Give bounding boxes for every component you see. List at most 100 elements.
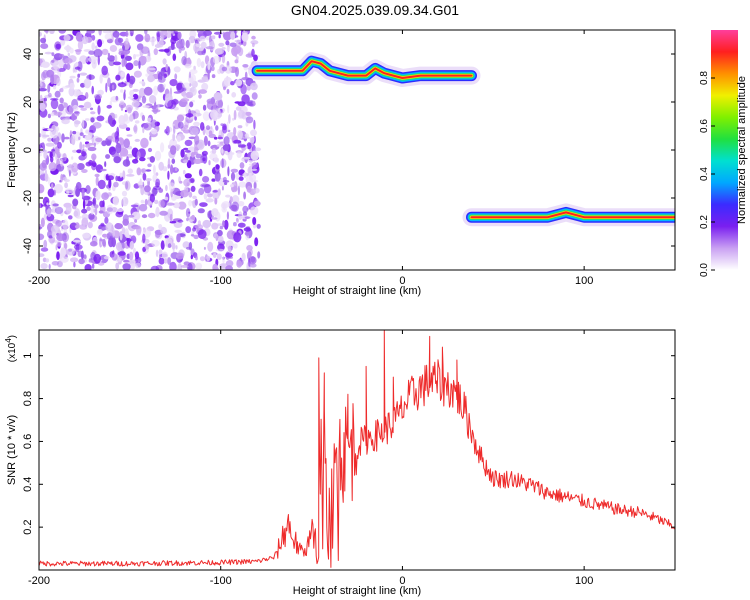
colorbar-label: Normalized spectral amplitude [736, 76, 748, 224]
noise-blob [58, 53, 65, 58]
noise-blob [236, 260, 243, 268]
noise-blob [72, 149, 78, 153]
snr-line [39, 330, 675, 568]
noise-blob [171, 242, 176, 250]
noise-blob [90, 240, 98, 247]
noise-blob [102, 238, 106, 247]
noise-blob [139, 157, 146, 162]
noise-blob [67, 194, 74, 198]
snr-series [39, 330, 675, 568]
noise-blob [61, 86, 69, 89]
noise-blob [237, 201, 245, 207]
noise-blob [217, 48, 224, 55]
noise-blob [185, 226, 192, 234]
noise-blob [50, 74, 55, 85]
noise-blob [229, 196, 233, 203]
noise-blob [140, 137, 149, 149]
noise-blob [141, 114, 145, 122]
noise-blob [221, 148, 224, 154]
noise-blob [91, 263, 95, 269]
noise-blob [219, 225, 224, 230]
noise-blob [136, 151, 141, 159]
noise-blob [149, 135, 152, 141]
noise-blob [154, 44, 161, 48]
noise-blob [213, 136, 218, 140]
colorbar-ticks: 0.0 0.2 0.4 0.6 0.8 [699, 71, 715, 277]
noise-blob [114, 54, 118, 63]
noise-blob [113, 156, 121, 164]
noise-blob [167, 170, 170, 180]
noise-blob [117, 251, 126, 256]
noise-blob [238, 211, 243, 220]
noise-blob [53, 84, 57, 90]
noise-blob [242, 64, 249, 68]
noise-blob [132, 226, 141, 230]
noise-blob [65, 105, 74, 115]
noise-blob [107, 135, 113, 140]
noise-blob [52, 61, 62, 71]
y-tick-label: 0.4 [22, 477, 34, 492]
noise-blob [49, 151, 53, 159]
noise-blob [180, 98, 190, 102]
noise-blob [147, 74, 155, 83]
noise-blob [140, 199, 145, 204]
noise-blob [160, 30, 168, 39]
noise-blob [55, 43, 61, 50]
y-tick-label: 1 [22, 353, 34, 359]
noise-blob [163, 258, 168, 264]
noise-blob [173, 125, 176, 135]
noise-blob [217, 229, 223, 237]
noise-blob [250, 168, 258, 171]
noise-blob [138, 60, 141, 69]
noise-blob [191, 127, 199, 136]
noise-blob [222, 125, 228, 134]
noise-blob [101, 48, 109, 56]
noise-blob [202, 111, 210, 121]
noise-blob [173, 221, 183, 228]
noise-blob [56, 77, 61, 87]
noise-blob [214, 197, 218, 205]
noise-blob [50, 97, 59, 101]
noise-blob [225, 252, 234, 258]
noise-blob [115, 95, 119, 101]
noise-blob [212, 190, 218, 193]
x-tick-label: 0 [399, 275, 405, 287]
noise-blob [209, 41, 215, 51]
noise-blob [203, 193, 208, 200]
noise-blob [83, 101, 92, 109]
noise-blob [222, 180, 230, 183]
noise-blob [141, 79, 144, 82]
noise-blob [147, 163, 152, 168]
noise-blob [250, 150, 259, 161]
x-tick-label: 100 [575, 575, 593, 587]
noise-blob [145, 169, 152, 172]
noise-blob [227, 245, 233, 252]
noise-blob [91, 160, 97, 171]
noise-blob [88, 129, 94, 133]
y-tick-label: -20 [22, 190, 34, 206]
noise-blob [95, 137, 103, 143]
noise-blob [142, 56, 147, 65]
noise-blob [82, 232, 91, 239]
noise-blob [189, 76, 194, 84]
noise-blob [194, 135, 200, 145]
noise-blob [75, 49, 81, 55]
noise-blob [108, 237, 114, 248]
noise-blob [183, 94, 187, 99]
noise-blob [55, 244, 58, 251]
noise-blob [52, 203, 59, 207]
x-tick-label: 0 [399, 575, 405, 587]
noise-blob [232, 117, 235, 121]
noise-blob [84, 134, 92, 141]
noise-blob [47, 137, 52, 142]
noise-blob [43, 97, 48, 102]
noise-blob [81, 169, 88, 173]
noise-blob [93, 48, 103, 58]
noise-blob [48, 235, 53, 239]
noise-blob [235, 66, 239, 77]
colorbar: 0.0 0.2 0.4 0.6 0.8 Normalized spectral ampl… [699, 30, 748, 277]
noise-blob [47, 92, 52, 98]
noise-blob [246, 142, 252, 150]
noise-blob [43, 150, 48, 159]
noise-blob [251, 48, 255, 58]
